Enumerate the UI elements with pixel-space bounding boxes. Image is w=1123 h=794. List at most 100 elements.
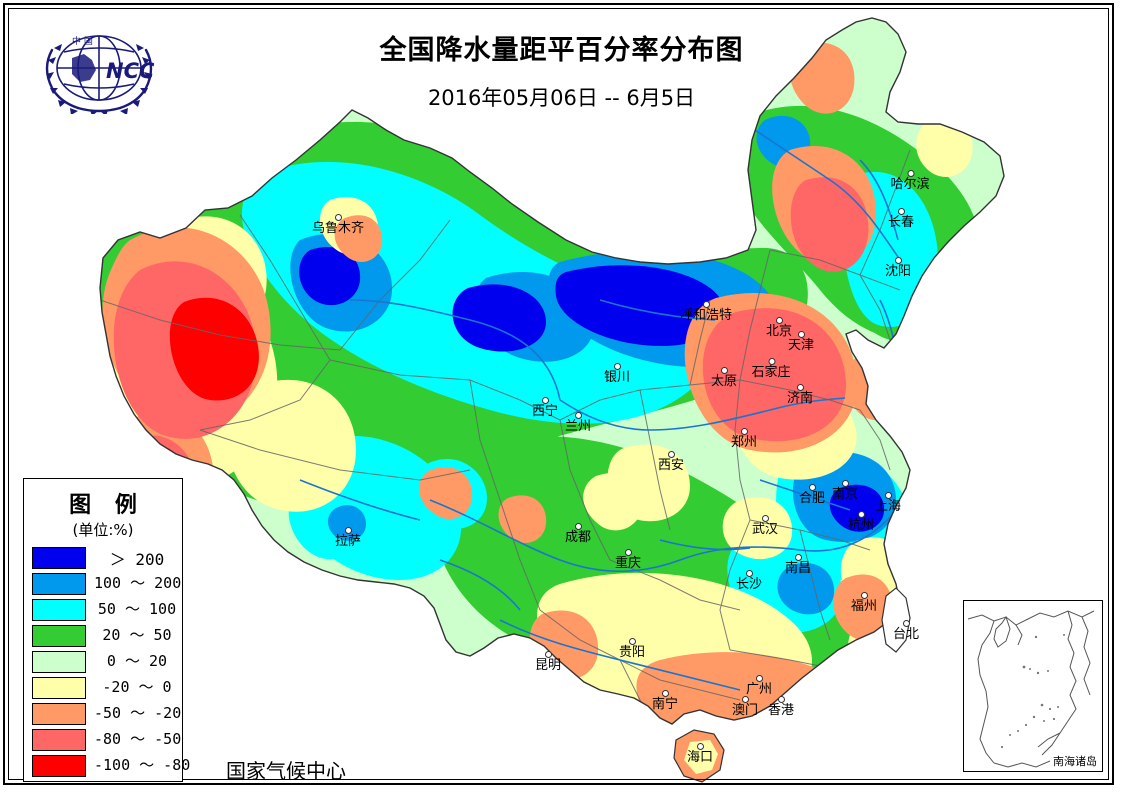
legend-unit: (单位:%) (72, 521, 134, 539)
legend-row: -80 ～ -50 (24, 727, 182, 753)
city-marker-icon (574, 412, 582, 419)
logo-cn-text: 中 国 (72, 35, 93, 47)
city-marker-icon (797, 331, 805, 338)
city-name-text: 台北 (892, 627, 920, 642)
city-label: 成都 (564, 523, 592, 545)
city-label: 兰州 (565, 412, 591, 433)
city-marker-icon (702, 301, 710, 308)
city-label: 石家庄 (751, 358, 791, 380)
city-label: 银川 (603, 363, 631, 385)
city-name-text: 西安 (657, 458, 685, 473)
city-name-text: 西宁 (531, 404, 559, 419)
outer-frame-border (3, 3, 1114, 785)
city-label: 郑州 (731, 428, 757, 449)
city-marker-icon (745, 570, 753, 577)
city-name-text: 沈阳 (884, 264, 912, 279)
china-national-boundary (99, 17, 1005, 725)
page-subtitle: 2016年05月06日 -- 6月5日 (427, 86, 696, 110)
city-marker-icon (894, 257, 902, 264)
city-name-text: 太原 (710, 374, 738, 389)
inset-label: 南海诸岛 (1053, 755, 1097, 768)
city-marker-icon (808, 484, 816, 491)
city-name-text: 重庆 (614, 556, 642, 571)
city-marker-icon (740, 428, 748, 435)
legend-color-swatch (32, 729, 86, 751)
city-marker-icon (741, 696, 749, 703)
city-name-text: 天津 (787, 338, 815, 353)
hainan-island-inner-fill (684, 740, 718, 774)
inner-frame-border (8, 8, 1109, 780)
legend-range-label: -80 ～ -50 (94, 730, 182, 748)
city-name-text: 武汉 (751, 522, 779, 537)
city-marker-icon (902, 620, 910, 627)
city-name-text: 南宁 (651, 697, 679, 712)
city-label: 西宁 (531, 397, 559, 419)
ncc-logo: NCC 中 国 (45, 35, 155, 114)
city-marker-icon (628, 638, 636, 645)
city-label: 杭州 (848, 511, 874, 532)
legend-range-label: -50 ～ -20 (94, 704, 182, 722)
city-label: 太原 (710, 367, 738, 389)
city-name-text: 拉萨 (334, 534, 362, 549)
city-marker-icon (344, 527, 352, 534)
city-label: 武汉 (751, 515, 779, 537)
city-marker-icon (667, 451, 675, 458)
city-marker-icon (857, 511, 865, 518)
legend-color-swatch (32, 547, 86, 569)
city-label: 沈阳 (884, 257, 912, 279)
city-marker-icon (796, 384, 804, 391)
city-name-text: 南京 (831, 487, 859, 502)
logo-ncc-text: NCC (106, 59, 155, 83)
city-marker-icon (544, 651, 552, 658)
city-name-text: 海口 (686, 750, 714, 765)
legend-range-label: 100 ～ 200 (94, 574, 182, 592)
city-marker-icon (334, 214, 342, 221)
legend-row: 100 ～ 200 (24, 571, 182, 597)
legend-rows: ＞ 200 100 ～ 200 50 ～ 100 20 ～ 50 0 ～ 20 -20 ～… (24, 545, 190, 779)
city-label: 福州 (850, 592, 878, 614)
city-marker-icon (661, 690, 669, 697)
city-label: 香港 (767, 696, 795, 718)
city-name-text: 成都 (564, 530, 592, 545)
city-label: 合肥 (799, 484, 825, 505)
legend-row: 50 ～ 100 (24, 597, 182, 623)
legend-row: 0 ～ 20 (24, 649, 182, 675)
city-marker-icon (777, 696, 785, 703)
rivers-layer (299, 119, 901, 691)
city-marker-icon (775, 317, 783, 324)
city-name-text: 银川 (603, 370, 631, 385)
city-label: 台北 (892, 620, 920, 642)
city-label: 济南 (787, 384, 813, 405)
city-label: 西安 (657, 451, 685, 473)
legend-color-swatch (32, 625, 86, 647)
city-label: 拉萨 (334, 527, 362, 549)
city-label: 南宁 (651, 690, 679, 712)
legend-color-swatch (32, 755, 86, 777)
city-label: 贵阳 (619, 638, 645, 659)
legend-range-label: 0 ～ 20 (106, 652, 168, 670)
city-marker-icon (624, 549, 632, 556)
city-marker-icon (720, 367, 728, 374)
city-label: 长春 (888, 208, 914, 229)
city-name-text: 香港 (767, 703, 795, 718)
south-china-sea-inset-map: 南海诸岛 (963, 600, 1103, 772)
city-name-text: 哈尔滨 (890, 177, 930, 192)
city-name-text: 乌鲁木齐 (311, 221, 365, 236)
legend-range-label: 20 ～ 50 (102, 626, 172, 644)
city-name-text: 福州 (850, 599, 878, 614)
city-marker-icon (794, 554, 802, 561)
taiwan-island (881, 587, 911, 653)
city-name-text: 北京 (765, 324, 793, 339)
legend-range-label: 50 ～ 100 (97, 600, 177, 618)
legend-row: 20 ～ 50 (24, 623, 182, 649)
legend-color-swatch (32, 599, 86, 621)
city-marker-icon (761, 515, 769, 522)
city-name-text: 长沙 (735, 577, 763, 592)
city-name-text: 广州 (745, 682, 773, 697)
province-boundaries (100, 149, 911, 724)
city-label: 天津 (787, 331, 815, 353)
city-name-text: 石家庄 (751, 365, 791, 380)
logo-continent-shape (72, 54, 96, 82)
city-name-text: 澳门 (731, 703, 759, 718)
